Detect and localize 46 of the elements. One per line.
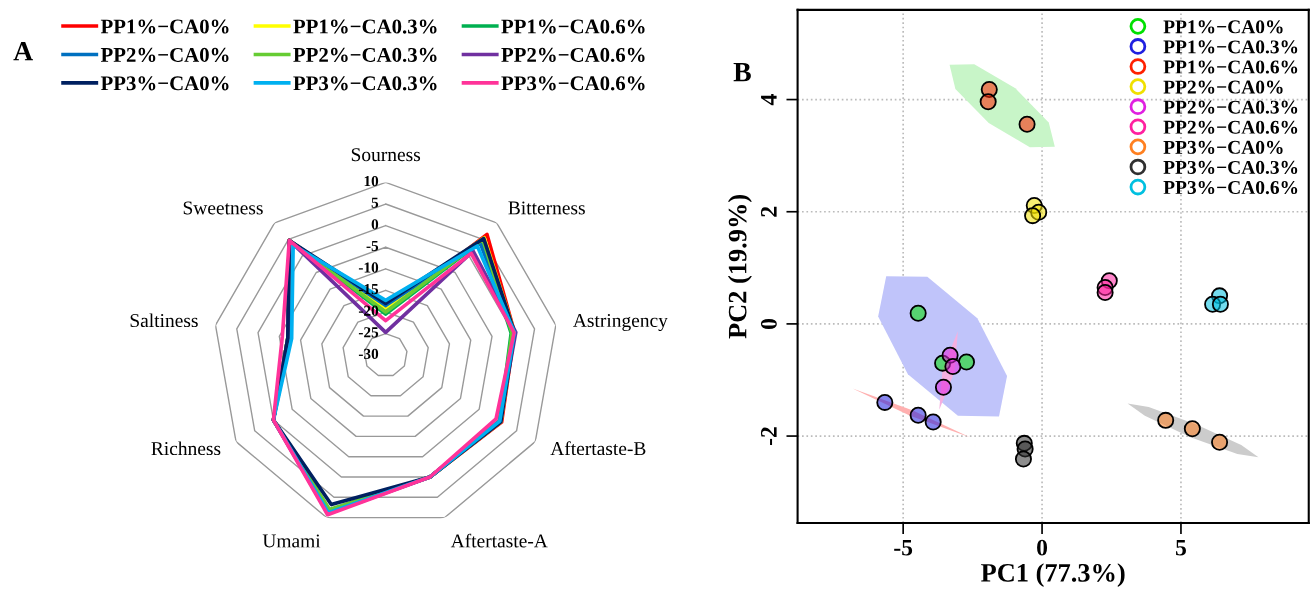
legend-label: PP3%−CA0.3% <box>1163 160 1298 175</box>
spoke-label: Astringency <box>573 313 668 332</box>
y-tick-label: 0 <box>371 219 379 230</box>
y-axis-title: PC2 (19.9%) <box>727 195 752 339</box>
spoke-label: Saltiness <box>130 313 198 328</box>
legend-label: PP2%−CA0% <box>1163 80 1283 94</box>
legend-label: PP1%−CA0% <box>1163 20 1283 34</box>
legend-label: PP1%−CA0.6% <box>1163 60 1298 74</box>
legend-label: PP3%−CA0% <box>100 76 229 91</box>
spoke-label: Richness <box>151 441 221 456</box>
legend-label: PP2%−CA0% <box>100 47 229 62</box>
y-tick-label: -2 <box>760 427 777 446</box>
legend-label: PP1%−CA0.6% <box>501 19 645 34</box>
legend-label: PP3%−CA0.6% <box>1163 180 1298 195</box>
y-tick-label: 2 <box>760 206 777 217</box>
legend-label: PP3%−CA0% <box>1163 140 1283 154</box>
y-tick-label: -25 <box>358 327 379 338</box>
spoke-label: Bitterness <box>508 201 585 215</box>
y-tick-label: 4 <box>761 94 777 106</box>
x-tick-label: 0 <box>1037 539 1048 556</box>
legend-label: PP2%−CA0.3% <box>293 47 437 63</box>
spoke-label: Sweetness <box>183 201 263 215</box>
legend-label: PP3%−CA0.3% <box>293 76 437 91</box>
x-tick-label: 5 <box>1176 539 1186 556</box>
y-tick-label: -10 <box>358 262 379 273</box>
legend-label: PP2%−CA0.3% <box>1163 100 1298 114</box>
legend-label: PP2%−CA0.6% <box>501 47 645 63</box>
y-tick-label: -5 <box>366 240 379 252</box>
spoke-label: Aftertaste-B <box>550 441 646 456</box>
y-tick-label: -20 <box>358 305 379 316</box>
spoke-label: Aftertaste-A <box>450 533 548 548</box>
y-tick-label: -30 <box>358 348 379 360</box>
x-axis-title: PC1 (77.3%) <box>981 563 1125 588</box>
y-tick-label: 5 <box>371 197 379 208</box>
text: B <box>733 62 751 82</box>
y-tick-label: 0 <box>760 318 777 329</box>
legend-label: PP2%−CA0.6% <box>1163 120 1298 134</box>
text: A <box>13 41 33 61</box>
y-tick-label: 10 <box>364 175 379 187</box>
legend-label: PP3%−CA0.6% <box>501 76 645 91</box>
legend-label: PP1%−CA0.3% <box>293 19 437 34</box>
legend-label: PP1%−CA0.3% <box>1163 40 1298 54</box>
spoke-label: Umami <box>262 534 321 548</box>
spoke-label: Sourness <box>351 148 421 162</box>
legend-label: PP1%−CA0% <box>100 19 229 34</box>
x-tick-label: -5 <box>894 539 913 556</box>
